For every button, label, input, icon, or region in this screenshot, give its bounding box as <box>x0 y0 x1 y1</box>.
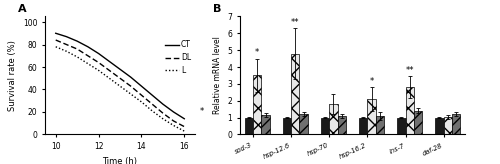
Bar <box>452 114 460 134</box>
Bar <box>414 111 422 134</box>
Text: *: * <box>200 107 204 116</box>
Legend: CT, DL, L: CT, DL, L <box>162 37 194 78</box>
Bar <box>329 104 338 134</box>
Bar <box>282 118 291 134</box>
Bar <box>397 118 406 134</box>
Text: **: ** <box>406 66 414 75</box>
Text: *: * <box>370 77 374 86</box>
Bar <box>291 53 300 134</box>
Text: *: * <box>255 48 260 57</box>
Bar <box>321 118 329 134</box>
Bar <box>300 114 308 134</box>
Y-axis label: Survival rate (%): Survival rate (%) <box>8 40 18 111</box>
Bar <box>444 117 452 134</box>
Bar <box>359 118 368 134</box>
X-axis label: Time (h): Time (h) <box>102 157 138 164</box>
Bar <box>368 99 376 134</box>
Bar <box>436 118 444 134</box>
Y-axis label: Relative mRNA level: Relative mRNA level <box>213 37 222 114</box>
Text: A: A <box>18 4 26 14</box>
Bar <box>244 118 253 134</box>
Text: **: ** <box>291 18 300 27</box>
Text: B: B <box>213 4 222 14</box>
Bar <box>262 115 270 134</box>
Bar <box>376 116 384 134</box>
Bar <box>253 75 262 134</box>
Bar <box>406 87 414 134</box>
Bar <box>338 116 346 134</box>
